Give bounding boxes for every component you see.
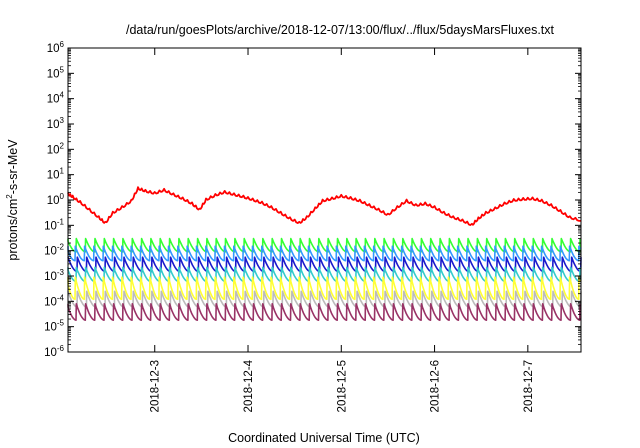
y-axis-label-exponent: 2: [5, 194, 14, 199]
series-line: [67, 186, 581, 226]
x-axis-label: Coordinated Universal Time (UTC): [228, 431, 420, 445]
chart-title: /data/run/goesPlots/archive/2018-12-07/1…: [126, 23, 555, 37]
y-axis: 10-6 10-5 10-4 10-3 10-2 10-1 100 101 102 103 104 1…: [44, 40, 581, 359]
x-axis: 2018-12-3 2018-12-4 2018-12-5 2018-12-6 2018…: [150, 48, 535, 412]
y-axis-label-text: protons/cm: [6, 199, 20, 261]
series-line: [67, 303, 581, 321]
y-tick-label: 10-1: [44, 217, 64, 232]
y-tick-label: 100: [47, 192, 65, 207]
y-tick-label: 10-6: [44, 344, 64, 359]
series-line: [67, 276, 581, 301]
y-tick-label: 10-2: [44, 243, 64, 258]
plot-area: [67, 186, 582, 321]
y-tick-label: 104: [47, 91, 65, 106]
y-tick-label: 105: [47, 65, 65, 80]
y-tick-label: 10-3: [44, 268, 64, 283]
x-tick-label: 2018-12-3: [150, 360, 162, 412]
x-tick-label: 2018-12-4: [243, 359, 255, 412]
y-tick-label: 106: [47, 40, 65, 55]
y-tick-label: 101: [47, 167, 65, 182]
x-tick-label: 2018-12-5: [336, 360, 348, 412]
series-line: [67, 245, 581, 262]
y-tick-label: 103: [47, 116, 65, 131]
y-tick-label: 10-5: [44, 319, 64, 334]
y-axis-label-suffix: -s-sr-MeV: [6, 139, 20, 195]
y-tick-label: 102: [47, 141, 65, 156]
x-tick-label: 2018-12-7: [523, 360, 535, 412]
y-axis-label: protons/cm2-s-sr-MeV: [5, 139, 20, 261]
series-line: [67, 237, 581, 253]
y-tick-label: 10-4: [44, 293, 64, 308]
x-tick-label: 2018-12-6: [430, 360, 442, 412]
